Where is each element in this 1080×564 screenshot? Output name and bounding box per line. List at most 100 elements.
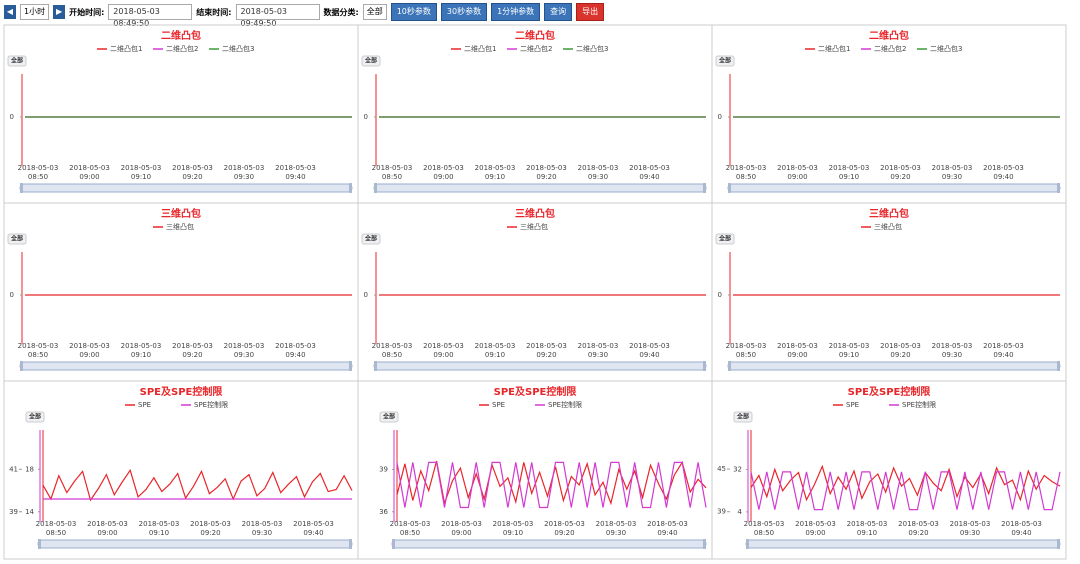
x-tick-date: 2018-05-03 <box>242 520 283 528</box>
slider-handle <box>728 361 731 371</box>
x-tick-date: 2018-05-03 <box>647 520 688 528</box>
button[interactable]: 1分钟参数 <box>491 3 541 21</box>
button[interactable]: 10秒参数 <box>390 3 437 21</box>
all-button[interactable] <box>379 411 399 423</box>
x-tick-date: 2018-05-03 <box>69 342 110 350</box>
x-tick-date: 2018-05-03 <box>172 342 213 350</box>
x-tick-date: 2018-05-03 <box>423 342 464 350</box>
series-line <box>750 464 1061 502</box>
prev-button[interactable]: ◀ <box>4 5 16 19</box>
end-input[interactable]: 2018-05-03 09:49:50 <box>235 4 320 28</box>
slider-handle <box>38 539 41 549</box>
slider-handle <box>349 361 352 371</box>
all-button[interactable] <box>7 233 27 245</box>
panel-title: SPE及SPE控制限 <box>848 385 932 398</box>
button[interactable]: 查询 <box>544 3 573 21</box>
x-tick-date: 2018-05-03 <box>139 520 180 528</box>
x-tick-time: 09:20 <box>200 529 220 537</box>
all-button-label: 全部 <box>718 57 731 65</box>
x-tick-time: 08:50 <box>382 173 402 181</box>
legend-label: SPE <box>846 401 859 409</box>
legend-label: 二维凸包2 <box>520 44 552 53</box>
slider-handle <box>1057 361 1060 371</box>
x-tick-date: 2018-05-03 <box>578 342 619 350</box>
x-tick-time: 09:10 <box>131 173 151 181</box>
time-slider[interactable] <box>745 539 1061 549</box>
x-tick-date: 2018-05-03 <box>1001 520 1042 528</box>
x-tick-time: 08:50 <box>46 529 66 537</box>
period-select[interactable]: 1小时 <box>20 4 50 20</box>
all-button[interactable] <box>361 233 381 245</box>
y-tick-label: 0 <box>10 113 14 121</box>
legend-label: 二维凸包1 <box>818 44 850 53</box>
legend-label: 二维凸包3 <box>222 44 254 53</box>
legend-label: 二维凸包2 <box>874 44 906 53</box>
y-tick-label: 39 <box>379 465 388 473</box>
toolbar: ◀ 1小时 ▶ 开始时间: 2018-05-03 08:49:50 结束时间: … <box>0 0 1080 28</box>
all-button[interactable] <box>7 55 27 67</box>
x-tick-time: 09:00 <box>433 351 453 359</box>
x-tick-date: 2018-05-03 <box>121 164 162 172</box>
series-line <box>396 460 707 506</box>
time-slider[interactable] <box>19 361 353 371</box>
x-tick-date: 2018-05-03 <box>829 164 870 172</box>
button[interactable]: 30秒参数 <box>440 3 488 21</box>
x-tick-date: 2018-05-03 <box>293 520 334 528</box>
x-tick-time: 09:00 <box>805 529 825 537</box>
x-tick-date: 2018-05-03 <box>880 342 921 350</box>
x-tick-time: 09:40 <box>1011 529 1031 537</box>
x-tick-time: 09:10 <box>485 173 505 181</box>
x-tick-time: 09:20 <box>890 351 910 359</box>
next-button[interactable]: ▶ <box>53 5 66 19</box>
slider-handle <box>703 361 706 371</box>
x-tick-time: 09:10 <box>839 173 859 181</box>
slider-handle <box>20 183 23 193</box>
x-tick-date: 2018-05-03 <box>726 164 767 172</box>
button[interactable]: 导出 <box>576 3 605 21</box>
all-button-label: 全部 <box>736 413 749 421</box>
time-slider[interactable] <box>391 539 707 549</box>
time-slider[interactable] <box>37 539 353 549</box>
x-tick-date: 2018-05-03 <box>69 164 110 172</box>
slider-handle <box>392 539 395 549</box>
x-tick-time: 09:00 <box>79 351 99 359</box>
time-slider[interactable] <box>373 183 707 193</box>
legend-label: 三维凸包 <box>520 222 548 231</box>
x-tick-date: 2018-05-03 <box>898 520 939 528</box>
y-tick-label: 0 <box>364 291 368 299</box>
panel-title: SPE及SPE控制限 <box>494 385 578 398</box>
all-button[interactable] <box>715 55 735 67</box>
x-tick-date: 2018-05-03 <box>372 342 413 350</box>
slider-handle <box>20 361 23 371</box>
time-slider[interactable] <box>373 361 707 371</box>
x-tick-time: 09:40 <box>639 173 659 181</box>
y-tick-label: 32 <box>733 465 742 473</box>
x-tick-time: 09:40 <box>285 351 305 359</box>
x-tick-date: 2018-05-03 <box>744 520 785 528</box>
slider-handle <box>746 539 749 549</box>
panel-title: 二维凸包 <box>161 29 201 42</box>
category-select[interactable]: 全部 <box>362 4 387 20</box>
legend-label: 二维凸包1 <box>110 44 142 53</box>
time-slider[interactable] <box>727 361 1061 371</box>
all-button-label: 全部 <box>382 413 395 421</box>
series-line <box>396 461 707 509</box>
all-button[interactable] <box>25 411 45 423</box>
x-tick-time: 09:10 <box>857 529 877 537</box>
panel-title: 二维凸包 <box>869 29 909 42</box>
y-tick-label: 0 <box>364 113 368 121</box>
x-tick-time: 09:30 <box>960 529 980 537</box>
x-tick-date: 2018-05-03 <box>87 520 128 528</box>
all-button[interactable] <box>361 55 381 67</box>
y-tick-label: 36 <box>379 508 388 516</box>
slider-handle <box>1057 183 1060 193</box>
time-slider[interactable] <box>727 183 1061 193</box>
x-tick-time: 08:50 <box>736 351 756 359</box>
all-button-label: 全部 <box>364 235 377 243</box>
y-tick-label: 0 <box>10 291 14 299</box>
all-button[interactable] <box>715 233 735 245</box>
x-tick-time: 09:30 <box>252 529 272 537</box>
start-input[interactable]: 2018-05-03 08:49:50 <box>108 4 193 28</box>
all-button[interactable] <box>733 411 753 423</box>
time-slider[interactable] <box>19 183 353 193</box>
